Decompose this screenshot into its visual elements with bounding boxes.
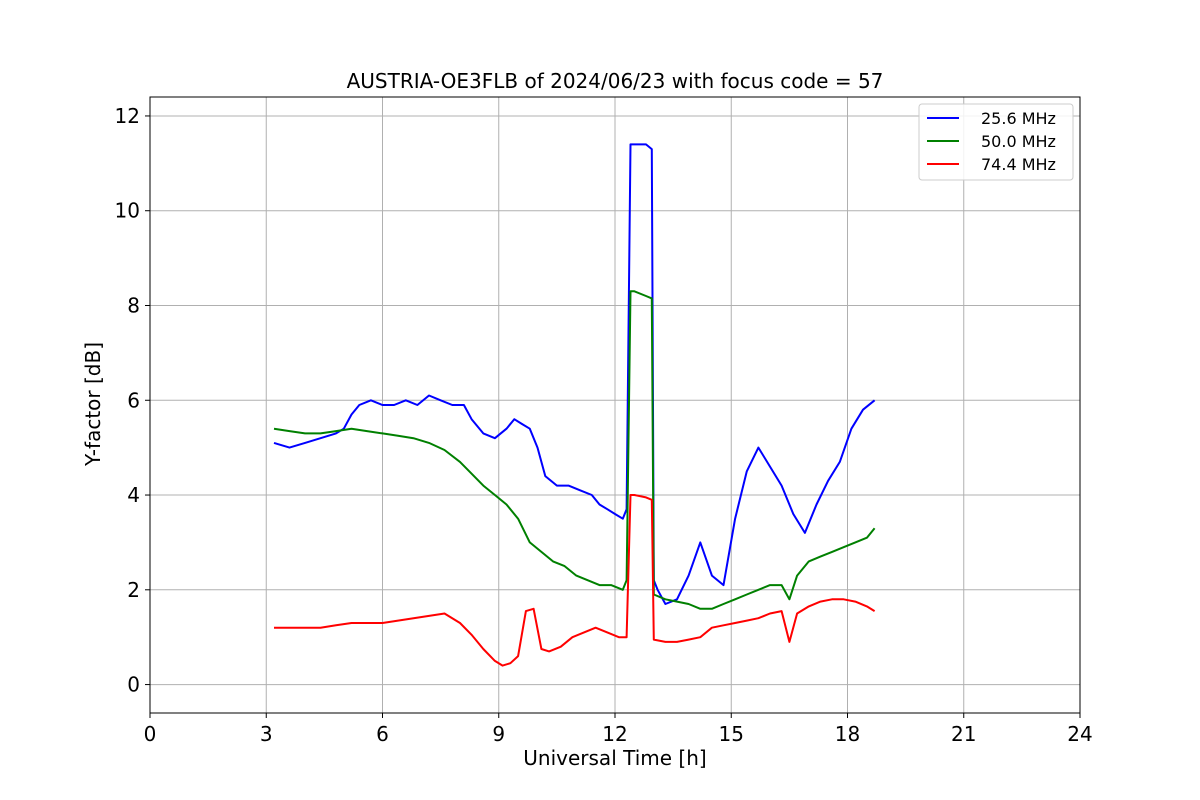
x-tick-label: 3 xyxy=(260,722,273,746)
y-tick-label: 10 xyxy=(115,199,140,223)
legend-box xyxy=(918,103,1074,181)
x-tick-label: 18 xyxy=(835,722,860,746)
series-line-3 xyxy=(274,494,876,667)
y-axis-label: Y-factor [dB] xyxy=(81,342,105,467)
x-tick-label: 9 xyxy=(492,722,505,746)
y-tick-label: 8 xyxy=(127,293,140,317)
series-line-2 xyxy=(273,290,876,610)
x-tick-label: 15 xyxy=(719,722,744,746)
x-tick-label: 21 xyxy=(951,722,976,746)
y-tick-label: 0 xyxy=(127,673,140,697)
x-axis: 0 3 6 9 12 15 18 21 24 xyxy=(144,713,1093,746)
x-axis-label: Universal Time [h] xyxy=(523,746,706,770)
series-line-1 xyxy=(273,143,876,605)
legend: 25.6 MHz 50.0 MHz 74.4 MHz xyxy=(918,103,1074,181)
legend-label: 74.4 MHz xyxy=(981,155,1056,174)
y-tick-label: 4 xyxy=(127,483,140,507)
legend-label: 50.0 MHz xyxy=(981,132,1056,151)
y-tick-label: 2 xyxy=(127,578,140,602)
chart-title: AUSTRIA-OE3FLB of 2024/06/23 with focus … xyxy=(347,69,884,93)
y-axis: 0 2 4 6 8 10 12 xyxy=(115,104,150,697)
legend-label: 25.6 MHz xyxy=(981,109,1056,128)
x-tick-label: 6 xyxy=(376,722,389,746)
plot-area xyxy=(273,143,876,667)
x-tick-label: 24 xyxy=(1067,722,1092,746)
x-tick-label: 0 xyxy=(144,722,157,746)
grid-lines xyxy=(149,97,1081,713)
y-tick-label: 12 xyxy=(115,104,140,128)
y-tick-label: 6 xyxy=(127,388,140,412)
x-tick-label: 12 xyxy=(602,722,627,746)
